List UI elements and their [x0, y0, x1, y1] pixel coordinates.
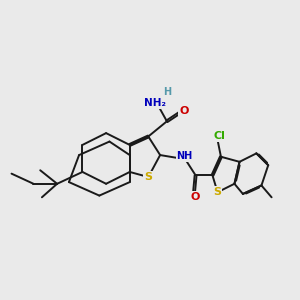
Text: S: S: [214, 187, 222, 197]
Text: S: S: [144, 172, 152, 182]
Text: NH₂: NH₂: [144, 98, 166, 108]
Text: H: H: [163, 87, 171, 97]
Text: Cl: Cl: [213, 131, 225, 141]
Text: O: O: [179, 106, 188, 116]
Text: O: O: [191, 192, 200, 202]
Text: NH: NH: [176, 151, 193, 161]
